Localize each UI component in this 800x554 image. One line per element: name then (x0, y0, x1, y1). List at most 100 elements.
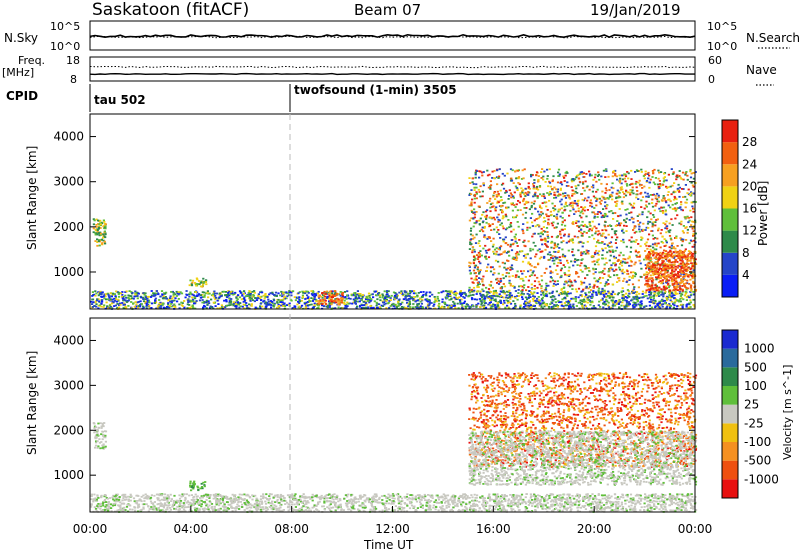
scatter-cell (131, 292, 134, 294)
scatter-cell (150, 307, 153, 309)
scatter-cell (575, 202, 578, 205)
scatter-cell (536, 195, 539, 197)
scatter-cell (92, 218, 95, 221)
scatter-cell (521, 296, 524, 298)
scatter-cell (523, 284, 526, 286)
scatter-cell (316, 292, 319, 295)
scatter-cell (520, 178, 524, 180)
scatter-cell (684, 256, 687, 259)
scatter-cell (679, 300, 682, 303)
scatter-cell (407, 292, 410, 295)
scatter-cell (110, 302, 114, 305)
scatter-cell (658, 267, 661, 270)
scatter-cell (607, 290, 610, 293)
scatter-cell (548, 292, 551, 295)
scatter-cell (646, 216, 649, 219)
scatter-cell (607, 304, 610, 307)
scatter-cell (632, 301, 635, 304)
scatter-cell (195, 283, 198, 285)
scatter-cell (690, 257, 693, 259)
scatter-cell (569, 299, 572, 302)
scatter-cell (626, 289, 629, 291)
scatter-cell (537, 300, 540, 302)
scatter-cell (513, 216, 516, 219)
scatter-cell (298, 307, 302, 310)
scatter-cell (566, 262, 570, 264)
scatter-cell (162, 295, 165, 298)
scatter-cell (293, 296, 296, 298)
scatter-cell (580, 171, 584, 173)
scatter-cell (560, 203, 563, 206)
scatter-cell (579, 171, 582, 174)
scatter-cell (672, 275, 675, 278)
scatter-cell (579, 241, 582, 243)
scatter-cell (559, 215, 562, 218)
scatter-cell (277, 292, 280, 295)
scatter-cell (324, 295, 327, 298)
scatter-cell (514, 216, 517, 219)
scatter-cell (612, 255, 616, 258)
scatter-cell (136, 295, 139, 297)
scatter-cell (672, 171, 675, 174)
scatter-cell (643, 174, 646, 176)
scatter-cell (639, 192, 642, 195)
scatter-cell (365, 298, 368, 301)
scatter-cell (184, 296, 187, 299)
scatter-cell (352, 298, 355, 301)
scatter-cell (490, 305, 493, 308)
scatter-cell (537, 280, 540, 283)
scatter-cell (555, 236, 558, 239)
scatter-cell (608, 259, 611, 262)
scatter-cell (524, 304, 527, 307)
scatter-cell (655, 294, 658, 297)
scatter-cell (555, 290, 558, 293)
scatter-cell (647, 195, 650, 198)
scatter-cell (400, 306, 404, 308)
scatter-cell (682, 256, 686, 259)
scatter-cell (637, 181, 640, 184)
scatter-cell (377, 294, 381, 297)
scatter-cell (645, 294, 648, 297)
scatter-cell (610, 245, 613, 248)
scatter-cell (575, 174, 579, 177)
scatter-cell (650, 287, 653, 290)
scatter-cell (161, 297, 165, 300)
scatter-cell (692, 257, 695, 260)
scatter-cell (553, 186, 556, 189)
scatter-cell (537, 296, 540, 298)
scatter-cell (593, 283, 596, 286)
scatter-cell (588, 283, 591, 286)
scatter-cell (592, 186, 595, 189)
scatter-cell (552, 207, 555, 209)
scatter-cell (522, 177, 525, 180)
scatter-cell (456, 297, 459, 299)
scatter-cell (567, 275, 571, 277)
scatter-cell (263, 302, 267, 305)
scatter-cell (583, 281, 586, 284)
scatter-cell (661, 235, 664, 238)
scatter-cell (593, 207, 596, 209)
scatter-cell (603, 300, 606, 303)
scatter-cell (356, 297, 359, 300)
scatter-cell (608, 292, 611, 295)
scatter-cell (505, 299, 508, 302)
scatter-cell (496, 183, 499, 186)
scatter-cell (544, 248, 547, 251)
scatter-cell (512, 300, 515, 302)
scatter-cell (574, 202, 577, 205)
scatter-cell (644, 250, 647, 252)
scatter-cell (577, 236, 580, 239)
scatter-cell (581, 281, 584, 284)
scatter-cell (575, 271, 578, 273)
scatter-cell (616, 260, 619, 262)
scatter-cell (637, 251, 640, 254)
scatter-cell (644, 229, 647, 231)
scatter-cell (148, 307, 151, 310)
scatter-cell (365, 295, 368, 298)
scatter-cell (222, 306, 225, 308)
scatter-cell (662, 295, 665, 298)
scatter-cell (516, 189, 519, 191)
scatter-cell (619, 301, 622, 303)
scatter-cell (586, 185, 589, 188)
scatter-cell (575, 305, 578, 307)
